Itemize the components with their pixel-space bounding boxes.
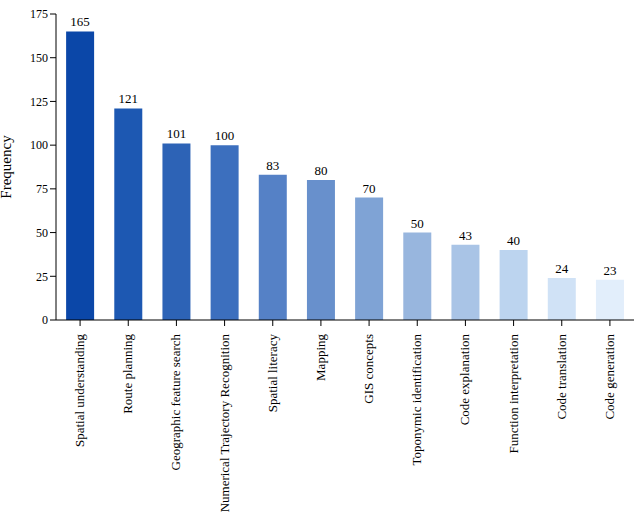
svg-text:Spatial understanding: Spatial understanding <box>72 334 87 448</box>
svg-text:125: 125 <box>30 95 48 109</box>
svg-text:Code translation: Code translation <box>554 334 569 420</box>
svg-text:100: 100 <box>30 138 48 152</box>
svg-text:50: 50 <box>411 216 424 231</box>
svg-text:Frequency: Frequency <box>8 135 14 199</box>
svg-text:100: 100 <box>215 128 235 143</box>
svg-text:23: 23 <box>603 263 616 278</box>
svg-text:Toponymic identification: Toponymic identification <box>409 334 424 466</box>
svg-text:80: 80 <box>314 163 327 178</box>
svg-text:Mapping: Mapping <box>313 334 328 381</box>
svg-text:150: 150 <box>30 51 48 65</box>
svg-text:GIS concepts: GIS concepts <box>361 334 376 404</box>
svg-text:25: 25 <box>36 270 48 284</box>
svg-text:Geographic feature search: Geographic feature search <box>168 334 183 471</box>
svg-text:Spatial literacy: Spatial literacy <box>265 334 280 413</box>
svg-text:Code generation: Code generation <box>602 334 617 420</box>
svg-text:Function interpretation: Function interpretation <box>506 334 521 454</box>
svg-text:Numerical Trajectory Recogniti: Numerical Trajectory Recognition <box>217 334 232 513</box>
svg-text:Route planning: Route planning <box>120 334 135 414</box>
svg-text:50: 50 <box>36 226 48 240</box>
svg-text:75: 75 <box>36 182 48 196</box>
svg-text:24: 24 <box>555 261 569 276</box>
svg-text:175: 175 <box>30 7 48 21</box>
svg-text:165: 165 <box>70 14 90 29</box>
svg-text:43: 43 <box>459 228 472 243</box>
svg-text:0: 0 <box>42 313 48 327</box>
svg-text:121: 121 <box>119 91 139 106</box>
svg-text:83: 83 <box>266 158 279 173</box>
svg-text:101: 101 <box>167 126 187 141</box>
svg-text:40: 40 <box>507 233 520 248</box>
svg-text:70: 70 <box>363 181 376 196</box>
svg-text:Code explanation: Code explanation <box>457 334 472 426</box>
